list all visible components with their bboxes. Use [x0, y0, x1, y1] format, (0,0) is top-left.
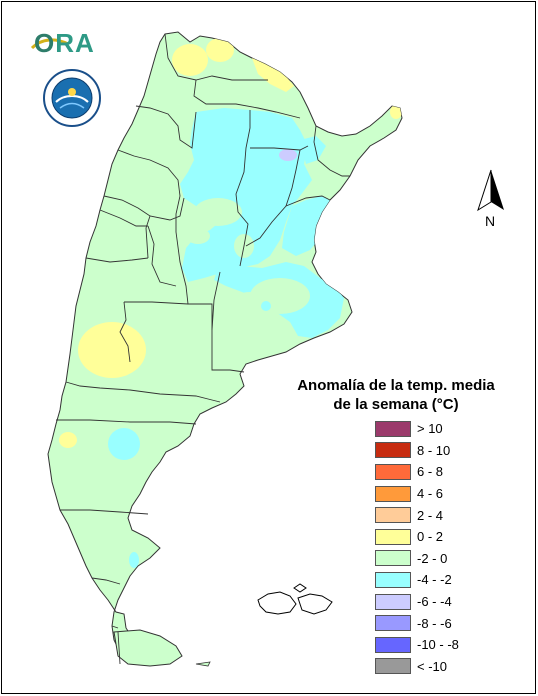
ora-logo-ra: RA [55, 28, 95, 58]
legend-label: 0 - 2 [417, 529, 444, 545]
legend-label: -10 - -8 [417, 637, 459, 653]
legend-swatch [375, 485, 411, 502]
legend-swatch [375, 442, 411, 459]
legend-label: > 10 [417, 421, 443, 437]
legend-label: 2 - 4 [417, 507, 444, 523]
legend-item: 6 - 8 [375, 461, 459, 483]
north-label: N [485, 213, 496, 229]
legend-title: Anomalía de la temp. media de la semana … [290, 376, 502, 414]
legend-item: 8 - 10 [375, 440, 459, 462]
legend-label: -2 - 0 [417, 550, 448, 566]
legend-title-line2: de la semana (°C) [333, 396, 459, 413]
legend-label: < -10 [417, 658, 447, 674]
legend-swatch [375, 420, 411, 437]
ora-logo-o: O [34, 28, 56, 58]
legend-label: -8 - -6 [417, 615, 452, 631]
legend-label: -6 - -4 [417, 594, 452, 610]
legend-swatch [375, 463, 411, 480]
legend-title-line1: Anomalía de la temp. media [297, 377, 495, 394]
legend-item: -10 - -8 [375, 634, 459, 656]
legend-swatch [375, 528, 411, 545]
legend-item: -2 - 0 [375, 548, 459, 570]
legend-label: 6 - 8 [417, 464, 444, 480]
legend-swatch [375, 636, 411, 653]
smn-seal-icon [43, 69, 101, 127]
legend-item: -8 - -6 [375, 612, 459, 634]
legend-swatch [375, 593, 411, 610]
legend-item: < -10 [375, 656, 459, 678]
legend-swatch [375, 571, 411, 588]
ora-swoosh-icon [30, 38, 69, 50]
legend-item: > 10 [375, 418, 459, 440]
legend-item: -6 - -4 [375, 591, 459, 613]
legend: > 10 8 - 10 6 - 8 4 - 6 2 - 4 0 - 2 -2 - 0 -4 -… [375, 418, 459, 677]
legend-label: -4 - -2 [417, 572, 452, 588]
legend-label: 4 - 6 [417, 486, 444, 502]
legend-swatch [375, 550, 411, 567]
legend-item: 0 - 2 [375, 526, 459, 548]
legend-label: 8 - 10 [417, 442, 451, 458]
legend-item: -4 - -2 [375, 569, 459, 591]
legend-item: 4 - 6 [375, 483, 459, 505]
ora-logo: ORA [34, 28, 95, 59]
legend-item: 2 - 4 [375, 504, 459, 526]
legend-swatch [375, 658, 411, 675]
north-arrow-icon [477, 169, 504, 212]
legend-swatch [375, 507, 411, 524]
legend-swatch [375, 615, 411, 632]
